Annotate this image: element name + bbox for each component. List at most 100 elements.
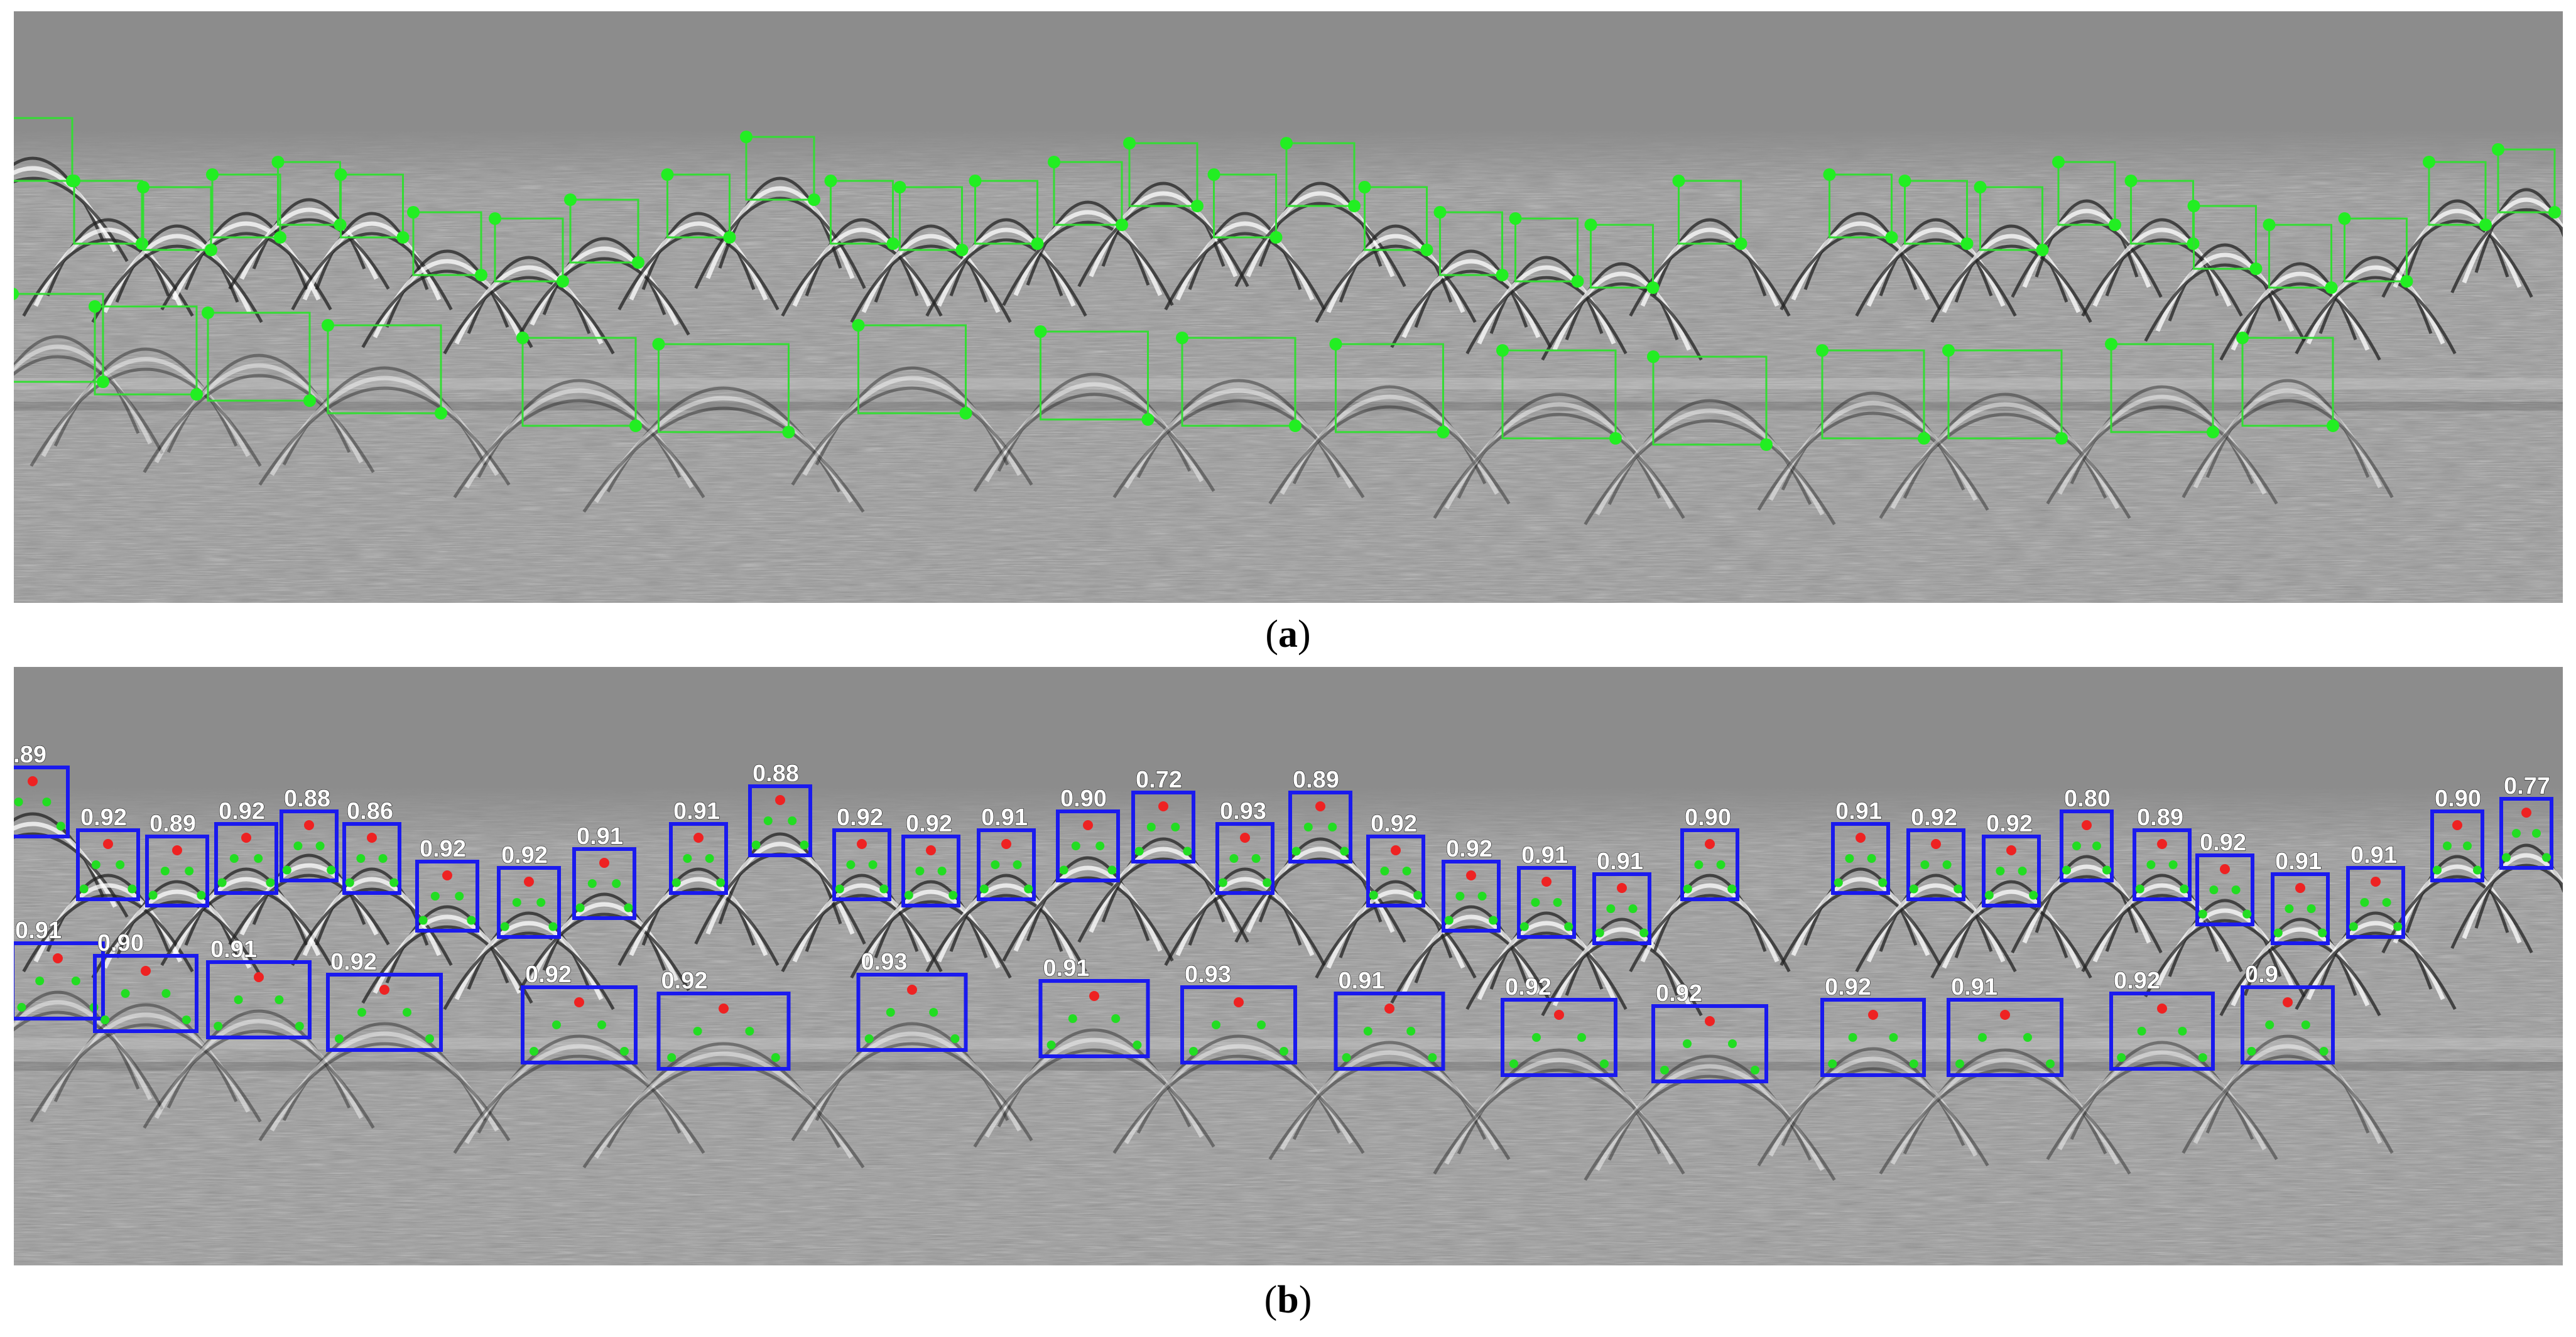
confidence-score: 0.92 bbox=[420, 836, 466, 862]
apex-point bbox=[1089, 991, 1099, 1001]
detection-box bbox=[326, 973, 443, 1052]
fit-point bbox=[357, 1008, 366, 1017]
hyperbola-reflection bbox=[594, 1051, 854, 1159]
hyperbola-reflection bbox=[2450, 208, 2563, 294]
annotation-corner-point bbox=[14, 288, 19, 300]
apex-point bbox=[2283, 997, 2293, 1007]
fit-point bbox=[1996, 867, 2005, 875]
fit-point bbox=[2137, 1027, 2146, 1036]
hyperbola-reflection bbox=[154, 363, 364, 463]
annotation-corner-point bbox=[1280, 137, 1293, 149]
fit-point bbox=[1068, 1014, 1077, 1023]
annotation-corner-point bbox=[2052, 156, 2065, 168]
fit-point bbox=[1984, 890, 1994, 900]
detection-box bbox=[2133, 828, 2192, 901]
hyperbola-reflection bbox=[1457, 392, 1661, 499]
confidence-score: 0.92 bbox=[1446, 836, 1492, 862]
apex-point bbox=[2452, 820, 2462, 830]
hyperbola-reflection bbox=[1002, 876, 1174, 962]
detection-box bbox=[1680, 828, 1739, 901]
annotation-corner-point bbox=[2479, 219, 2492, 231]
annotation-corner-point bbox=[959, 407, 972, 420]
fit-point bbox=[121, 989, 130, 998]
fit-point bbox=[671, 878, 681, 887]
fit-point bbox=[1229, 854, 1239, 863]
fit-point bbox=[575, 903, 585, 912]
fit-point bbox=[1328, 823, 1337, 831]
hyperbola-reflection bbox=[453, 399, 705, 499]
confidence-score: 0.92 bbox=[906, 811, 952, 837]
fit-point bbox=[1867, 854, 1876, 863]
annotation-corner-point bbox=[1191, 200, 1204, 212]
detection-box bbox=[2060, 809, 2114, 882]
hyperbola-reflection bbox=[791, 1042, 1033, 1142]
radargram-b-canvas: 0.89 0.92 0.89 0.92 0.88 0.86 0.92 0.92 0.91 0.91… bbox=[14, 667, 2563, 1265]
hyperbola-reflection bbox=[2144, 919, 2306, 998]
apex-point bbox=[524, 877, 534, 887]
hyperbola-reflection bbox=[1781, 1047, 1965, 1147]
hyperbola-reflection bbox=[1584, 1074, 1836, 1181]
fit-point bbox=[1189, 1047, 1198, 1056]
hyperbola-reflection bbox=[477, 1034, 682, 1134]
fit-point bbox=[1107, 865, 1117, 875]
annotation-corner-point bbox=[1646, 281, 1660, 294]
fit-point bbox=[1146, 823, 1156, 831]
confidence-score: 0.88 bbox=[753, 761, 799, 787]
confidence-score: 0.91 bbox=[577, 823, 623, 850]
fit-point bbox=[2318, 928, 2327, 938]
apex-point bbox=[1617, 883, 1627, 893]
fit-point bbox=[2092, 842, 2101, 850]
annotation-box bbox=[1364, 186, 1428, 251]
fit-point bbox=[1889, 1033, 1898, 1042]
annotation-corner-point bbox=[136, 237, 148, 250]
fit-point bbox=[254, 854, 263, 863]
fit-point bbox=[1920, 860, 1930, 869]
hyperbola-reflection bbox=[1077, 857, 1249, 943]
annotation-box bbox=[666, 173, 731, 239]
apex-point bbox=[1868, 1010, 1878, 1020]
hyperbola-reflection bbox=[1390, 925, 1552, 1004]
hyperbola-reflection bbox=[443, 931, 615, 1010]
hyperbola-reflection bbox=[1855, 238, 2017, 317]
fit-point bbox=[624, 903, 633, 912]
fit-point bbox=[116, 860, 125, 869]
hyperbola-reflection bbox=[2295, 276, 2457, 355]
fit-point bbox=[1477, 892, 1487, 901]
confidence-score: 0.92 bbox=[1825, 974, 1871, 1000]
confidence-score: 0.72 bbox=[1136, 767, 1182, 793]
fit-point bbox=[1683, 884, 1692, 894]
fit-point bbox=[751, 840, 761, 850]
annotation-corner-point bbox=[2423, 156, 2435, 168]
detection-box bbox=[415, 860, 479, 933]
reflection-band-dark bbox=[14, 401, 2563, 411]
apex-point bbox=[857, 839, 867, 849]
hyperbola-reflection bbox=[2205, 1034, 2370, 1134]
confidence-score: 0.92 bbox=[501, 842, 548, 869]
fit-point bbox=[2102, 865, 2111, 875]
hyperbola-reflection bbox=[143, 1029, 375, 1129]
fit-point bbox=[1845, 854, 1854, 863]
fit-point bbox=[612, 879, 621, 888]
detection-box bbox=[856, 973, 968, 1052]
annotation-box bbox=[1590, 224, 1654, 289]
hyperbola-reflection bbox=[2057, 394, 2267, 495]
annotation-box bbox=[14, 117, 73, 182]
annotation-corner-point bbox=[1031, 237, 1044, 250]
fit-point bbox=[846, 860, 856, 869]
fit-point bbox=[1046, 1041, 1056, 1049]
hyperbola-reflection bbox=[815, 1022, 1009, 1122]
detection-box bbox=[342, 822, 401, 895]
fit-point bbox=[378, 854, 388, 863]
detection-box bbox=[214, 822, 278, 895]
confidence-score: 0.90 bbox=[1685, 804, 1731, 831]
hyperbola-reflection bbox=[228, 874, 390, 946]
hyperbola-reflection bbox=[2462, 853, 2563, 939]
annotation-box bbox=[2268, 224, 2332, 289]
apex-point bbox=[2000, 1010, 2010, 1020]
annotation-corner-point bbox=[1269, 231, 1283, 244]
fit-point bbox=[234, 995, 243, 1004]
fit-point bbox=[1171, 823, 1180, 831]
hyperbola-reflection bbox=[2205, 379, 2370, 478]
fit-point bbox=[1834, 878, 1843, 887]
fit-point bbox=[1532, 1033, 1541, 1042]
